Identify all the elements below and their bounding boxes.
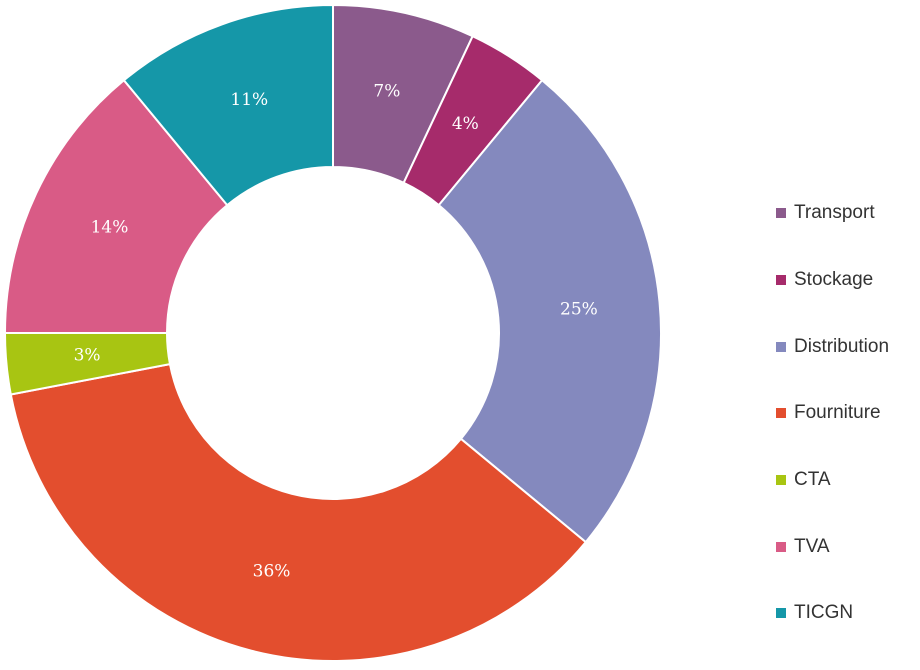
slice-tva: [3, 78, 229, 334]
slice-distribution: [437, 78, 662, 544]
legend-item-distribution: Distribution: [776, 313, 889, 380]
legend-label: Transport: [794, 202, 875, 224]
chart-legend: Transport Stockage Distribution Fourniture C…: [776, 180, 889, 647]
legend-item-transport: Transport: [776, 180, 889, 247]
slice-ticgn: [122, 3, 334, 207]
legend-label: CTA: [794, 469, 831, 491]
legend-swatch: [776, 475, 786, 486]
legend-item-stockage: Stockage: [776, 247, 889, 314]
legend-swatch: [776, 608, 786, 619]
legend-label: Distribution: [794, 335, 890, 357]
slice-label-cta: 3%: [74, 346, 101, 366]
slice-label-fourniture: 36%: [253, 562, 291, 582]
slice-label-transport: 7%: [373, 81, 400, 101]
legend-swatch: [776, 541, 786, 552]
legend-label: Stockage: [794, 269, 874, 291]
slice-label-ticgn: 11%: [230, 90, 268, 110]
legend-swatch: [776, 408, 786, 419]
slice-label-stockage: 4%: [452, 114, 479, 134]
legend-swatch: [776, 208, 786, 219]
donut-labels: 7% 4% 25% 36% 3% 14% 11%: [74, 81, 598, 581]
legend-swatch: [776, 341, 786, 352]
slice-fourniture: [9, 362, 588, 662]
slice-label-tva: 14%: [91, 217, 129, 237]
legend-item-ticgn: TICGN: [776, 580, 889, 647]
legend-item-fourniture: Fourniture: [776, 380, 889, 447]
legend-label: Fourniture: [794, 402, 881, 424]
legend-label: TVA: [794, 535, 830, 557]
legend-label: TICGN: [794, 602, 854, 624]
legend-item-cta: CTA: [776, 447, 889, 514]
donut-slices: [3, 3, 662, 662]
legend-swatch: [776, 275, 786, 286]
legend-item-tva: TVA: [776, 513, 889, 580]
slice-label-distribution: 25%: [560, 299, 598, 319]
